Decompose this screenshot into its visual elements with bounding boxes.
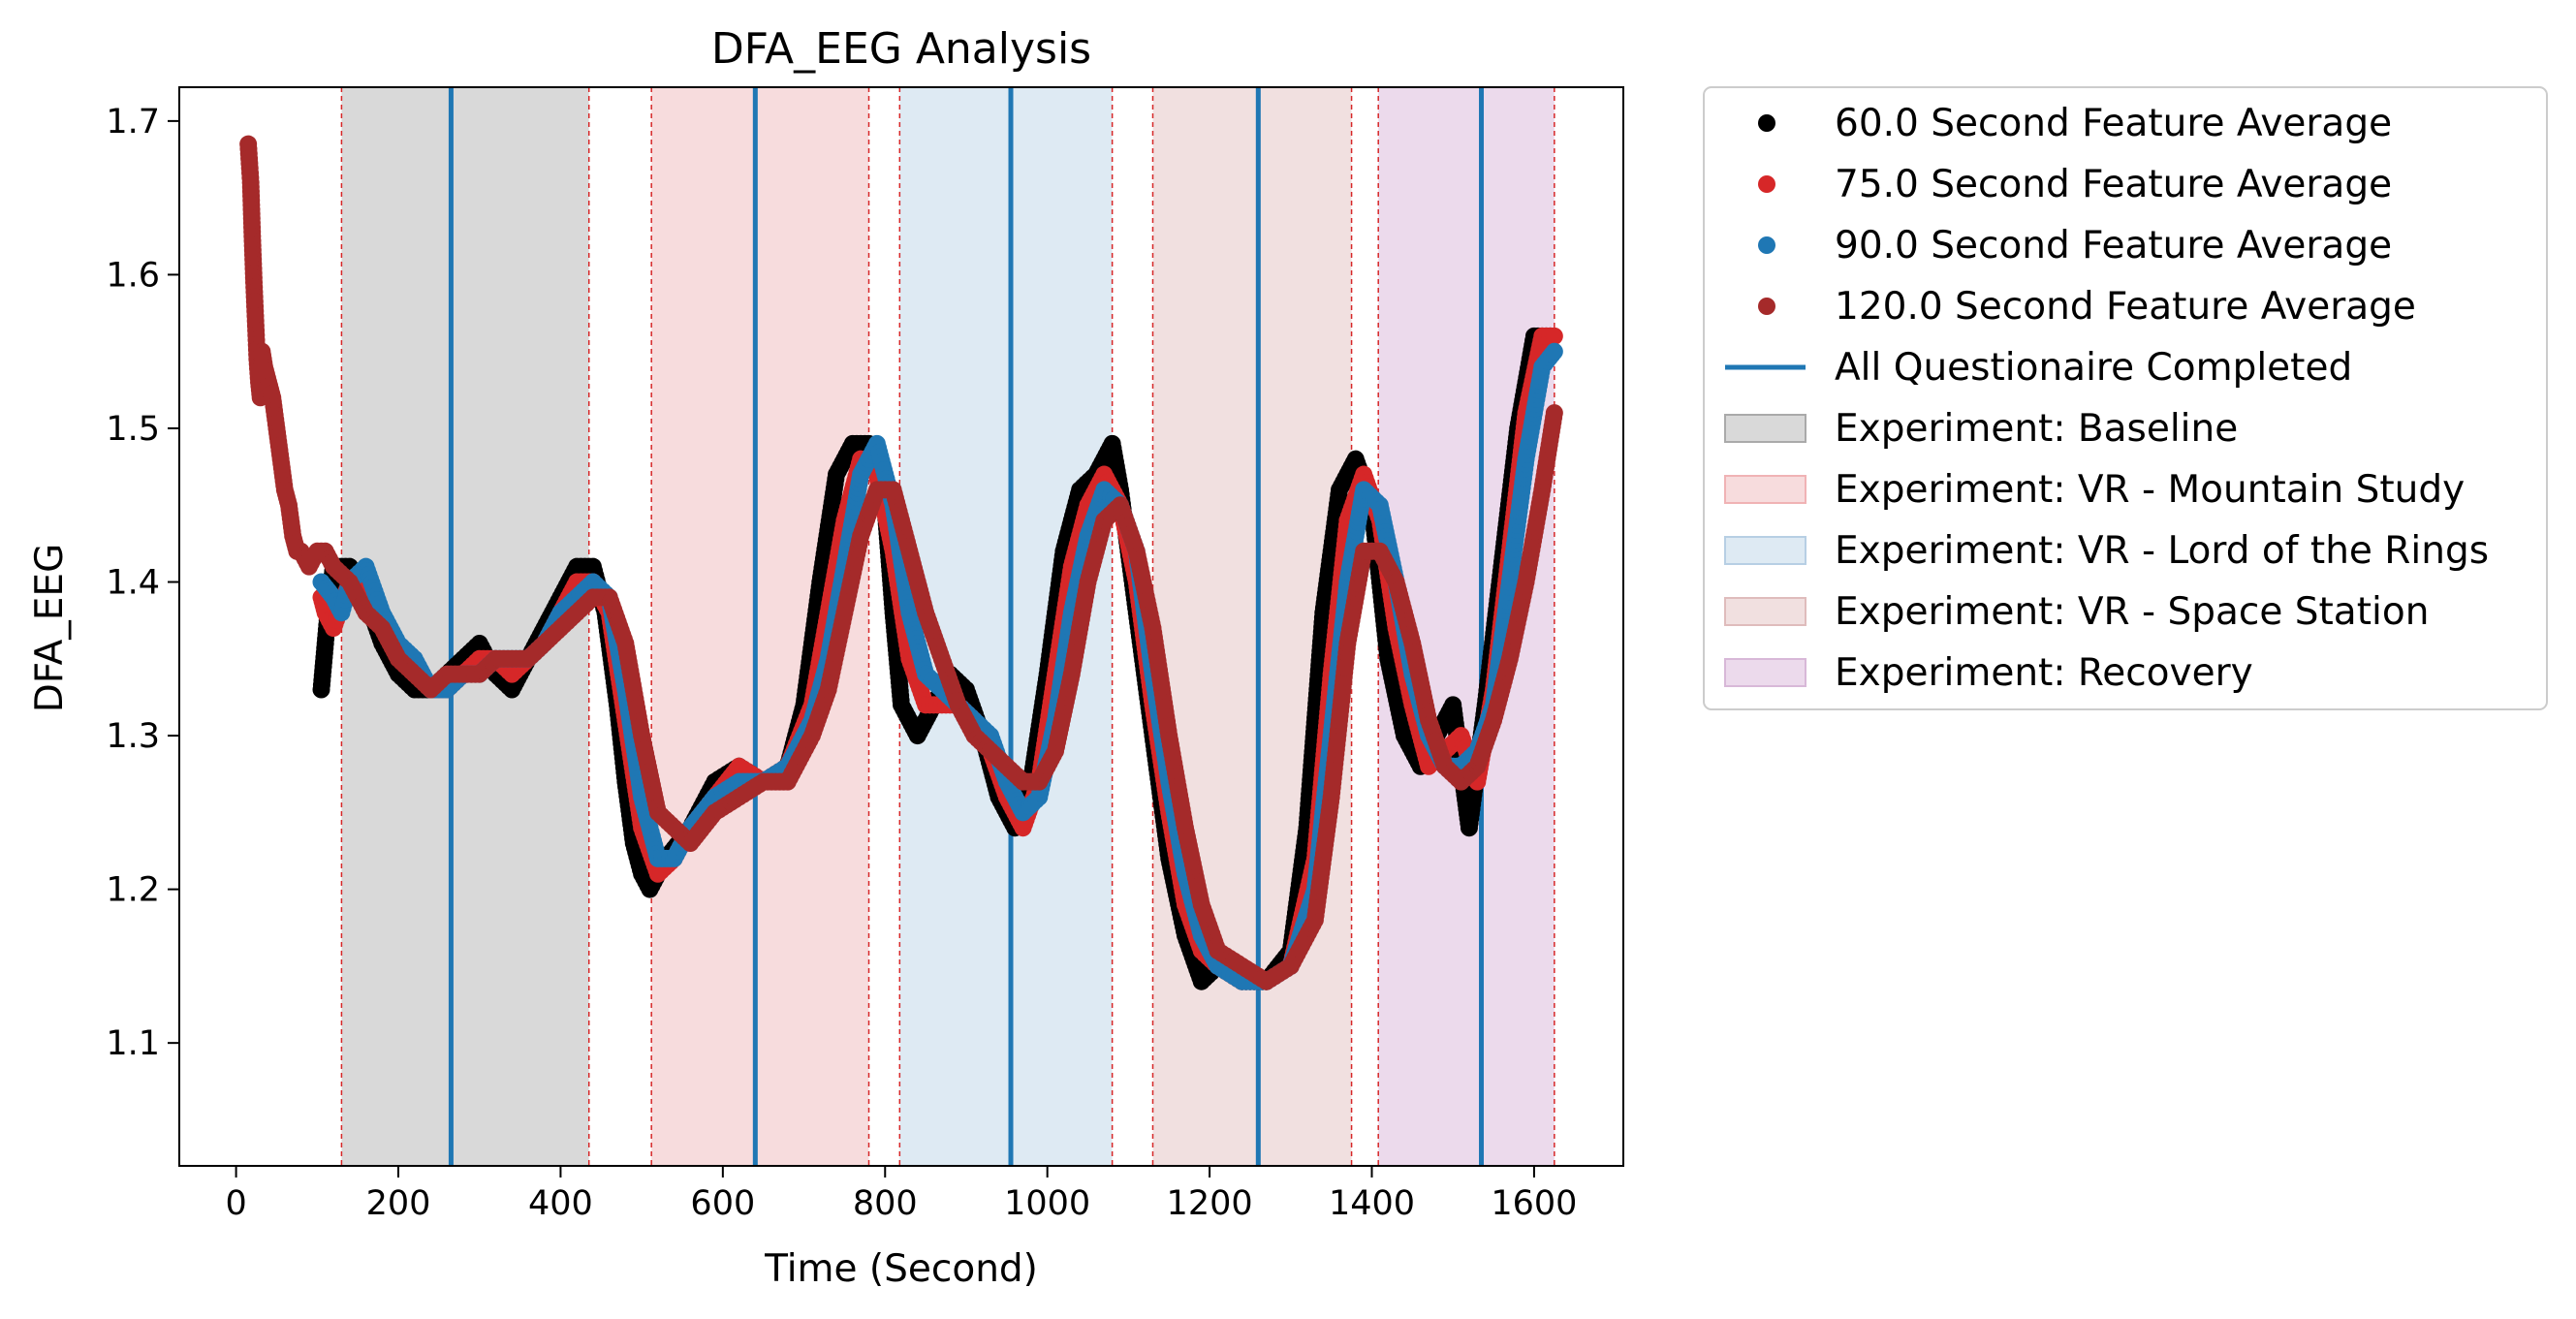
y-tick-label-5: 1.6 [106, 256, 160, 295]
legend-label-2: 90.0 Second Feature Average [1835, 224, 2392, 267]
shaded-regions [340, 87, 1555, 1166]
point-3-860 [1545, 404, 1563, 423]
x-tick-label-1: 200 [366, 1184, 431, 1223]
questionnaire-lines [448, 87, 1485, 1166]
x-tick-label-7: 1400 [1329, 1184, 1415, 1223]
y-axis-ticks: 1.1 1.2 1.3 1.4 1.5 1.6 1.7 [106, 103, 179, 1063]
point-2-826 [1545, 342, 1563, 361]
legend-frame [1703, 86, 2548, 710]
y-axis-label: DFA_EEG [28, 544, 72, 713]
legend-label-3: 120.0 Second Feature Average [1835, 285, 2416, 329]
legend-label-0: 60.0 Second Feature Average [1835, 102, 2392, 145]
legend-marker-3 [1758, 298, 1775, 315]
y-tick-label-6: 1.7 [106, 103, 160, 141]
legend-label-5: Experiment: Baseline [1835, 407, 2238, 451]
chart-title: DFA_EEG Analysis [711, 24, 1091, 74]
plot-frame [178, 86, 1624, 1167]
x-axis-label: Time (Second) [764, 1247, 1038, 1291]
legend-label-8: Experiment: VR - Space Station [1835, 590, 2429, 634]
legend-label-1: 75.0 Second Feature Average [1835, 163, 2392, 206]
y-tick-label-1: 1.2 [106, 871, 160, 910]
x-tick-label-5: 1000 [1004, 1184, 1090, 1223]
x-tick-label-6: 1200 [1167, 1184, 1253, 1223]
series-3 [239, 135, 1563, 990]
x-axis-ticks: 0 200 400 600 800 1000 1200 1400 1600 [225, 1166, 1577, 1223]
legend-marker-8 [1724, 597, 1806, 626]
x-tick-label-4: 800 [853, 1184, 918, 1223]
legend: 60.0 Second Feature Average 75.0 Second F… [1703, 86, 2548, 710]
legend-marker-9 [1724, 658, 1806, 687]
legend-marker-0 [1758, 114, 1775, 132]
y-tick-label-0: 1.1 [106, 1024, 160, 1063]
y-tick-label-4: 1.5 [106, 410, 160, 449]
x-tick-label-3: 600 [690, 1184, 755, 1223]
legend-marker-6 [1724, 475, 1806, 504]
legend-label-7: Experiment: VR - Lord of the Rings [1835, 529, 2489, 573]
data-series [239, 135, 1563, 990]
legend-marker-7 [1724, 536, 1806, 565]
x-tick-label-0: 0 [225, 1184, 246, 1223]
point-1-871 [1545, 327, 1563, 345]
legend-label-4: All Questionaire Completed [1835, 346, 2352, 390]
legend-label-9: Experiment: Recovery [1835, 651, 2253, 695]
x-tick-label-2: 400 [528, 1184, 593, 1223]
legend-marker-5 [1724, 414, 1806, 443]
legend-marker-1 [1758, 175, 1775, 193]
y-tick-label-3: 1.4 [106, 564, 160, 603]
x-tick-label-8: 1600 [1491, 1184, 1577, 1223]
y-tick-label-2: 1.3 [106, 717, 160, 756]
legend-label-6: Experiment: VR - Mountain Study [1835, 468, 2465, 512]
legend-marker-2 [1758, 236, 1775, 254]
